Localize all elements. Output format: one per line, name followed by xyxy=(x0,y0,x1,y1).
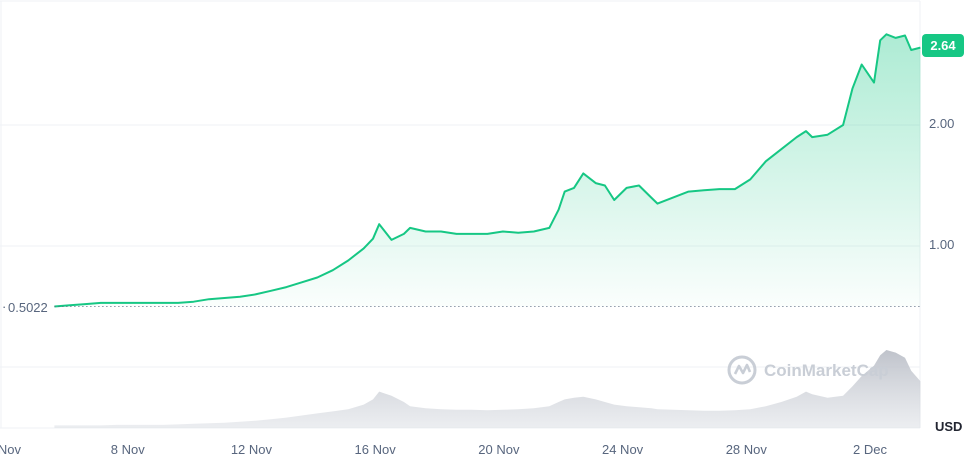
volume-area xyxy=(54,350,921,428)
x-tick-label: 28 Nov xyxy=(726,442,768,457)
price-line xyxy=(54,33,921,308)
current-price-badge: 2.64 xyxy=(922,34,964,57)
x-tick-label: 16 Nov xyxy=(355,442,397,457)
start-price-label: 0.5022 xyxy=(8,300,48,315)
coinmarketcap-logo-icon xyxy=(727,355,757,385)
watermark-text: CoinMarketCap xyxy=(764,361,889,380)
x-tick-label: 2 Dec xyxy=(853,442,887,457)
x-tick-label: 20 Nov xyxy=(478,442,520,457)
currency-unit-label: USD xyxy=(935,419,962,434)
y-tick-label: 2.00 xyxy=(929,116,954,131)
start-price-label-marker: · xyxy=(2,299,6,314)
watermark: CoinMarketCap xyxy=(727,355,889,385)
x-tick-label: 8 Nov xyxy=(111,442,145,457)
x-tick-label: 12 Nov xyxy=(231,442,273,457)
price-area-fill xyxy=(54,34,921,307)
volume-fill xyxy=(54,350,921,428)
y-tick-label: 1.00 xyxy=(929,237,954,252)
x-axis-ticks: 4 Nov 8 Nov 12 Nov 16 Nov 20 Nov 24 Nov 28 Nov… xyxy=(0,442,888,457)
price-series-line xyxy=(54,33,921,308)
price-area xyxy=(54,34,921,307)
current-price-value: 2.64 xyxy=(930,38,956,53)
x-tick-label: 24 Nov xyxy=(602,442,644,457)
x-tick-label: 4 Nov xyxy=(0,442,21,457)
